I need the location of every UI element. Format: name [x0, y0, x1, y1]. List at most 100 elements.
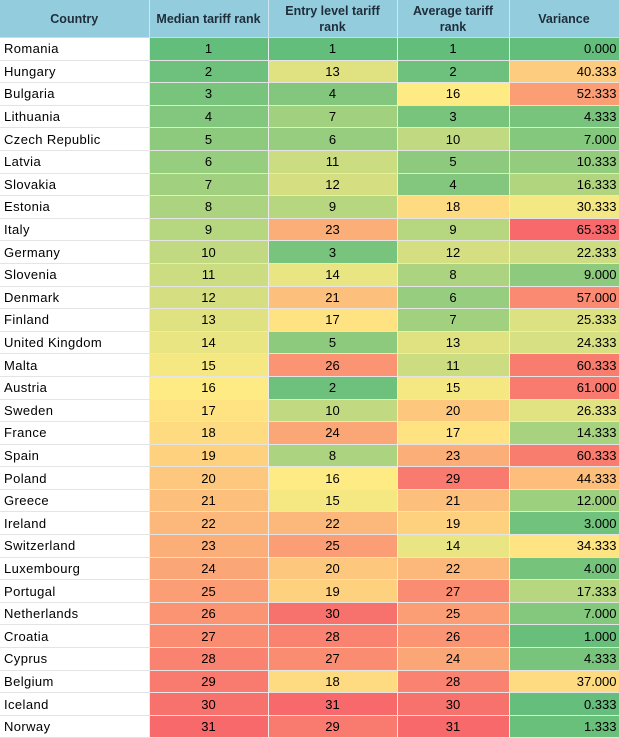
- average-rank-cell[interactable]: 3: [397, 105, 510, 129]
- average-rank-cell[interactable]: 28: [397, 670, 510, 694]
- average-rank-cell[interactable]: 21: [397, 489, 510, 513]
- median-rank-cell[interactable]: 14: [149, 331, 269, 355]
- header-median-tariff-rank[interactable]: Median tariff rank: [149, 0, 269, 38]
- variance-cell[interactable]: 25.333: [509, 308, 619, 332]
- entry-rank-cell[interactable]: 24: [268, 421, 398, 445]
- variance-cell[interactable]: 14.333: [509, 421, 619, 445]
- median-rank-cell[interactable]: 12: [149, 286, 269, 310]
- average-rank-cell[interactable]: 8: [397, 263, 510, 287]
- variance-cell[interactable]: 60.333: [509, 444, 619, 468]
- variance-cell[interactable]: 17.333: [509, 579, 619, 603]
- variance-cell[interactable]: 44.333: [509, 466, 619, 490]
- variance-cell[interactable]: 34.333: [509, 534, 619, 558]
- country-cell[interactable]: Poland: [0, 466, 150, 490]
- country-cell[interactable]: Slovenia: [0, 263, 150, 287]
- average-rank-cell[interactable]: 14: [397, 534, 510, 558]
- variance-cell[interactable]: 1.333: [509, 715, 619, 738]
- entry-rank-cell[interactable]: 30: [268, 602, 398, 626]
- median-rank-cell[interactable]: 8: [149, 195, 269, 219]
- average-rank-cell[interactable]: 29: [397, 466, 510, 490]
- variance-cell[interactable]: 4.333: [509, 647, 619, 671]
- country-cell[interactable]: Ireland: [0, 511, 150, 536]
- country-cell[interactable]: Czech Republic: [0, 127, 150, 151]
- variance-cell[interactable]: 9.000: [509, 263, 619, 287]
- median-rank-cell[interactable]: 26: [149, 602, 269, 626]
- average-rank-cell[interactable]: 20: [397, 399, 510, 423]
- average-rank-cell[interactable]: 10: [397, 127, 510, 151]
- country-cell[interactable]: Belgium: [0, 670, 150, 694]
- entry-rank-cell[interactable]: 28: [268, 624, 398, 649]
- median-rank-cell[interactable]: 24: [149, 557, 269, 581]
- average-rank-cell[interactable]: 9: [397, 218, 510, 242]
- country-cell[interactable]: Lithuania: [0, 105, 150, 129]
- country-cell[interactable]: Portugal: [0, 579, 150, 603]
- average-rank-cell[interactable]: 30: [397, 692, 510, 716]
- median-rank-cell[interactable]: 17: [149, 399, 269, 423]
- entry-rank-cell[interactable]: 25: [268, 534, 398, 558]
- entry-rank-cell[interactable]: 27: [268, 647, 398, 671]
- entry-rank-cell[interactable]: 18: [268, 670, 398, 694]
- median-rank-cell[interactable]: 2: [149, 60, 269, 84]
- variance-cell[interactable]: 26.333: [509, 399, 619, 423]
- entry-rank-cell[interactable]: 17: [268, 308, 398, 332]
- entry-rank-cell[interactable]: 1: [268, 37, 398, 61]
- average-rank-cell[interactable]: 11: [397, 353, 510, 377]
- median-rank-cell[interactable]: 15: [149, 353, 269, 377]
- entry-rank-cell[interactable]: 15: [268, 489, 398, 513]
- median-rank-cell[interactable]: 5: [149, 127, 269, 151]
- average-rank-cell[interactable]: 18: [397, 195, 510, 219]
- country-cell[interactable]: Germany: [0, 240, 150, 264]
- entry-rank-cell[interactable]: 29: [268, 715, 398, 738]
- median-rank-cell[interactable]: 1: [149, 37, 269, 61]
- median-rank-cell[interactable]: 30: [149, 692, 269, 716]
- entry-rank-cell[interactable]: 5: [268, 331, 398, 355]
- header-variance[interactable]: Variance: [509, 0, 619, 38]
- median-rank-cell[interactable]: 31: [149, 715, 269, 738]
- median-rank-cell[interactable]: 27: [149, 624, 269, 649]
- country-cell[interactable]: Estonia: [0, 195, 150, 219]
- average-rank-cell[interactable]: 19: [397, 511, 510, 536]
- median-rank-cell[interactable]: 4: [149, 105, 269, 129]
- median-rank-cell[interactable]: 10: [149, 240, 269, 264]
- average-rank-cell[interactable]: 5: [397, 150, 510, 174]
- variance-cell[interactable]: 10.333: [509, 150, 619, 174]
- entry-rank-cell[interactable]: 13: [268, 60, 398, 84]
- entry-rank-cell[interactable]: 8: [268, 444, 398, 468]
- median-rank-cell[interactable]: 28: [149, 647, 269, 671]
- entry-rank-cell[interactable]: 23: [268, 218, 398, 242]
- header-country[interactable]: Country: [0, 0, 150, 38]
- variance-cell[interactable]: 7.000: [509, 602, 619, 626]
- entry-rank-cell[interactable]: 10: [268, 399, 398, 423]
- variance-cell[interactable]: 37.000: [509, 670, 619, 694]
- variance-cell[interactable]: 16.333: [509, 173, 619, 197]
- average-rank-cell[interactable]: 12: [397, 240, 510, 264]
- entry-rank-cell[interactable]: 21: [268, 286, 398, 310]
- median-rank-cell[interactable]: 3: [149, 82, 269, 106]
- variance-cell[interactable]: 7.000: [509, 127, 619, 151]
- average-rank-cell[interactable]: 24: [397, 647, 510, 671]
- country-cell[interactable]: Norway: [0, 715, 150, 738]
- country-cell[interactable]: Italy: [0, 218, 150, 242]
- variance-cell[interactable]: 3.000: [509, 511, 619, 536]
- median-rank-cell[interactable]: 22: [149, 511, 269, 536]
- entry-rank-cell[interactable]: 12: [268, 173, 398, 197]
- country-cell[interactable]: Slovakia: [0, 173, 150, 197]
- entry-rank-cell[interactable]: 11: [268, 150, 398, 174]
- average-rank-cell[interactable]: 25: [397, 602, 510, 626]
- entry-rank-cell[interactable]: 22: [268, 511, 398, 536]
- median-rank-cell[interactable]: 19: [149, 444, 269, 468]
- country-cell[interactable]: Spain: [0, 444, 150, 468]
- average-rank-cell[interactable]: 13: [397, 331, 510, 355]
- average-rank-cell[interactable]: 31: [397, 715, 510, 738]
- entry-rank-cell[interactable]: 16: [268, 466, 398, 490]
- variance-cell[interactable]: 0.000: [509, 37, 619, 61]
- country-cell[interactable]: Croatia: [0, 624, 150, 649]
- average-rank-cell[interactable]: 15: [397, 376, 510, 400]
- header-entry-level-tariff-rank[interactable]: Entry level tariff rank: [268, 0, 398, 38]
- variance-cell[interactable]: 60.333: [509, 353, 619, 377]
- variance-cell[interactable]: 52.333: [509, 82, 619, 106]
- variance-cell[interactable]: 1.000: [509, 624, 619, 649]
- header-average-tariff-rank[interactable]: Average tariff rank: [397, 0, 510, 38]
- variance-cell[interactable]: 22.333: [509, 240, 619, 264]
- country-cell[interactable]: Sweden: [0, 399, 150, 423]
